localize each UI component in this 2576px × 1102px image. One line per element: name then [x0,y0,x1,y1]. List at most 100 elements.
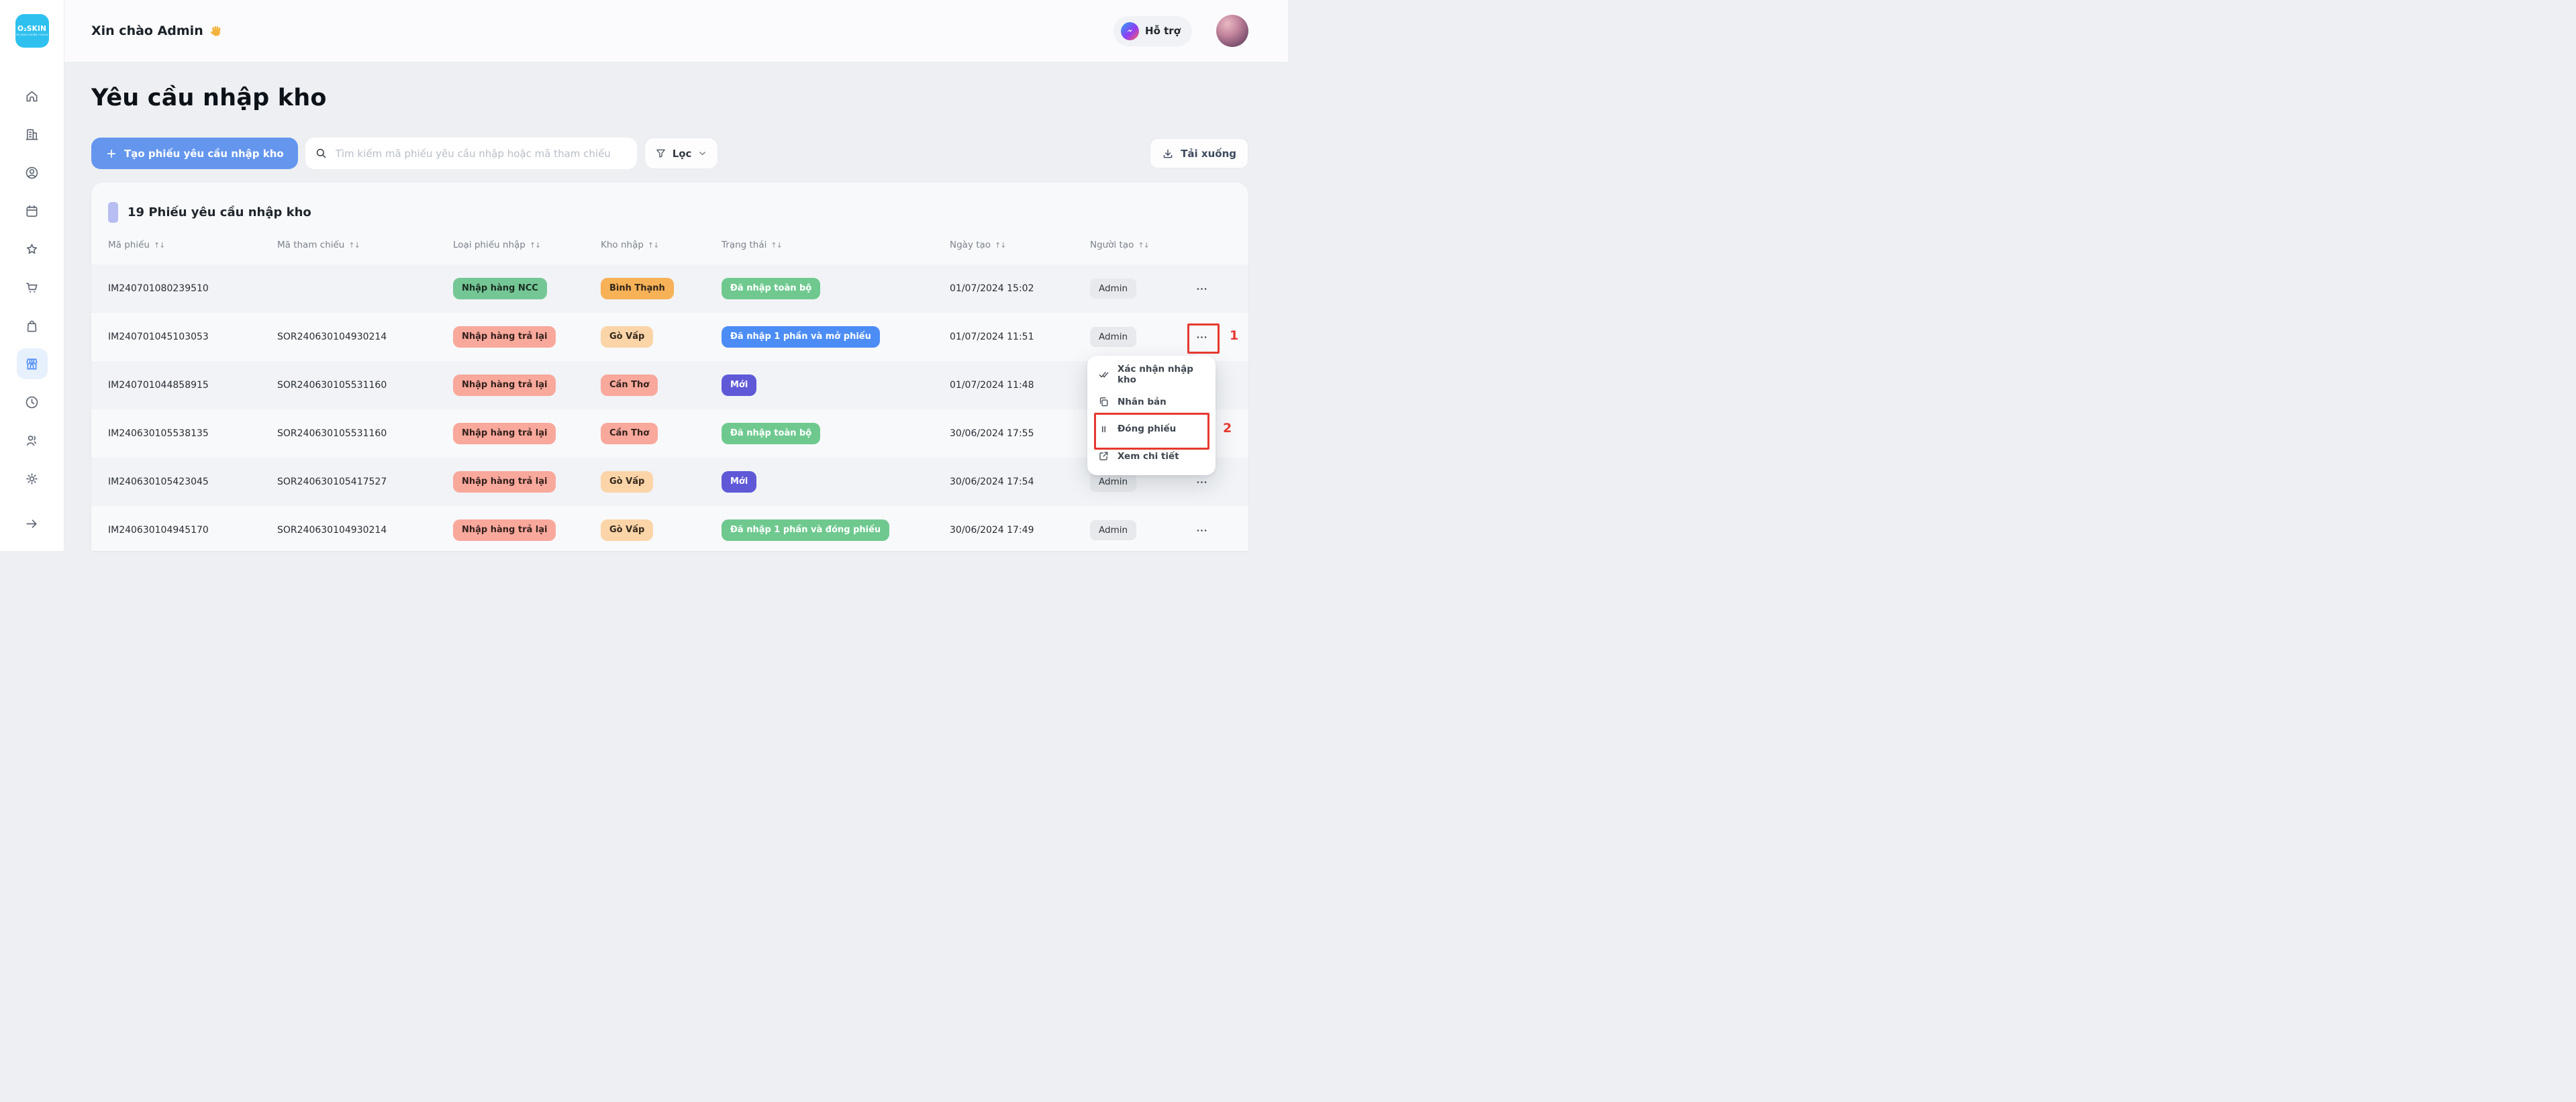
download-label: Tải xuống [1181,147,1236,160]
messenger-icon [1121,21,1140,40]
type-badge: Nhập hàng trả lại [453,470,556,493]
support-button[interactable]: Hỗ trợ [1113,15,1192,46]
table-row: IM240630105423045 SOR240630105417527 Nhậ… [91,458,1248,506]
sidebar-nav [16,81,48,501]
column-header[interactable]: Mã tham chiếu ↑↓ [277,240,360,250]
creator-badge: Admin [1090,520,1137,540]
user-avatar[interactable] [1216,15,1248,47]
row-context-menu: Xác nhận nhập kho Nhân bản Đóng phiếu Xem c… [1087,356,1216,475]
plus-icon [105,148,117,160]
filter-label: Lọc [672,147,692,160]
receipt-code: IM240701044858915 [108,380,209,391]
column-header[interactable]: Trạng thái ↑↓ [722,240,783,250]
sort-icon: ↑↓ [1138,240,1149,250]
menu-item-confirm-import[interactable]: Xác nhận nhập kho [1087,361,1216,389]
row-actions-button[interactable] [1188,279,1215,299]
status-badge: Mới [722,470,757,493]
building-icon [24,127,40,142]
shopping-cart-icon [24,280,40,295]
row-actions-button[interactable] [1188,327,1215,347]
section-head: 19 Phiếu yêu cầu nhập kho [91,183,1248,226]
brand-tagline: TRỊ MỤN CHUẨN Y KHOA [15,34,48,37]
more-options-icon [1195,283,1208,295]
sidebar-item-products[interactable] [17,310,48,341]
user-circle-icon [24,165,40,181]
column-header[interactable]: Loại phiếu nhập ↑↓ [453,240,541,250]
creator-badge: Admin [1090,279,1137,299]
warehouse-badge: Cần Thơ [601,374,658,397]
wave-icon [209,24,224,38]
reference-code: SOR240630105417527 [277,477,387,487]
sidebar-collapse-button[interactable] [16,508,47,539]
shopping-bag-icon [24,318,40,334]
status-badge: Đã nhập 1 phần và mở phiếu [722,325,880,348]
annotation-label-2: 2 [1223,421,1232,436]
sidebar-item-company[interactable] [17,119,48,150]
sort-icon: ↑↓ [995,240,1006,250]
reference-code: SOR240630104930214 [277,525,387,536]
type-badge: Nhập hàng NCC [453,277,547,300]
sort-icon: ↑↓ [647,240,659,250]
warehouse-badge: Bình Thạnh [601,277,674,300]
status-badge: Đã nhập 1 phần và đóng phiếu [722,519,890,542]
users-icon [24,433,40,448]
receipt-code: IM240630105423045 [108,477,209,487]
receipt-code: IM240630105538135 [108,428,209,439]
status-badge: Đã nhập toàn bộ [722,422,821,445]
arrow-right-icon [24,516,40,532]
external-link-icon [1098,450,1109,462]
table-header: Mã phiếu ↑↓ Mã tham chiếu ↑↓ Loại phiếu nhập… [91,226,1248,264]
search-input[interactable] [334,146,628,160]
sidebar-item-customers[interactable] [17,157,48,188]
sidebar-item-orders[interactable] [17,272,48,303]
type-badge: Nhập hàng trả lại [453,325,556,348]
copy-icon [1098,396,1109,407]
annotation-label-1: 1 [1230,328,1239,343]
type-badge: Nhập hàng trả lại [453,422,556,445]
annotation-box-2 [1094,413,1209,450]
create-receipt-button[interactable]: Tạo phiếu yêu cầu nhập kho [91,138,298,169]
sidebar: O₂SKIN TRỊ MỤN CHUẨN Y KHOA [0,0,64,551]
sort-icon: ↑↓ [348,240,360,250]
main-content: Yêu cầu nhập kho Tạo phiếu yêu cầu nhập … [64,62,1288,551]
greeting: Xin chào Admin [91,0,224,62]
download-button[interactable]: Tải xuống [1150,138,1248,168]
column-header[interactable]: Ngày tạo ↑↓ [950,240,1007,250]
menu-item-duplicate[interactable]: Nhân bản [1087,389,1216,416]
filter-button[interactable]: Lọc [644,138,719,169]
double-check-icon [1098,369,1109,381]
sidebar-item-history[interactable] [17,387,48,417]
store-icon [24,356,40,372]
sidebar-item-staff[interactable] [17,425,48,456]
download-icon [1162,148,1174,160]
sidebar-item-favorites[interactable] [17,234,48,264]
creator-badge: Admin [1090,327,1137,347]
sidebar-item-home[interactable] [17,81,48,111]
created-at: 01/07/2024 11:51 [950,332,1034,342]
type-badge: Nhập hàng trả lại [453,374,556,397]
created-at: 30/06/2024 17:55 [950,428,1034,439]
column-header[interactable]: Mã phiếu ↑↓ [108,240,165,250]
table-row: IM240630105538135 SOR240630105531160 Nhậ… [91,409,1248,458]
column-header[interactable]: Người tạo ↑↓ [1090,240,1150,250]
gear-icon [24,471,40,487]
topbar-actions: Hỗ trợ [1113,0,1248,62]
type-badge: Nhập hàng trả lại [453,519,556,542]
column-header[interactable]: Kho nhập ↑↓ [601,240,659,250]
greeting-text: Xin chào Admin [91,23,203,38]
menu-item-close-receipt[interactable]: Đóng phiếu [1087,415,1216,443]
table-row: IM240630104945170 SOR240630104930214 Nhậ… [91,506,1248,551]
app-logo[interactable]: O₂SKIN TRỊ MỤN CHUẨN Y KHOA [15,14,49,48]
sidebar-item-settings[interactable] [17,463,48,494]
reference-code: SOR240630104930214 [277,332,387,342]
creator-badge: Admin [1090,472,1137,492]
table-row: IM240701044858915 SOR240630105531160 Nhậ… [91,361,1248,409]
sidebar-item-calendar[interactable] [17,195,48,226]
more-options-icon [1195,331,1208,344]
sidebar-item-warehouse[interactable] [16,348,48,379]
status-badge: Đã nhập toàn bộ [722,277,821,300]
row-actions-button[interactable] [1188,520,1215,540]
row-actions-button[interactable] [1188,472,1215,492]
created-at: 01/07/2024 11:48 [950,380,1034,391]
menu-item-view-details[interactable]: Xem chi tiết [1087,443,1216,470]
